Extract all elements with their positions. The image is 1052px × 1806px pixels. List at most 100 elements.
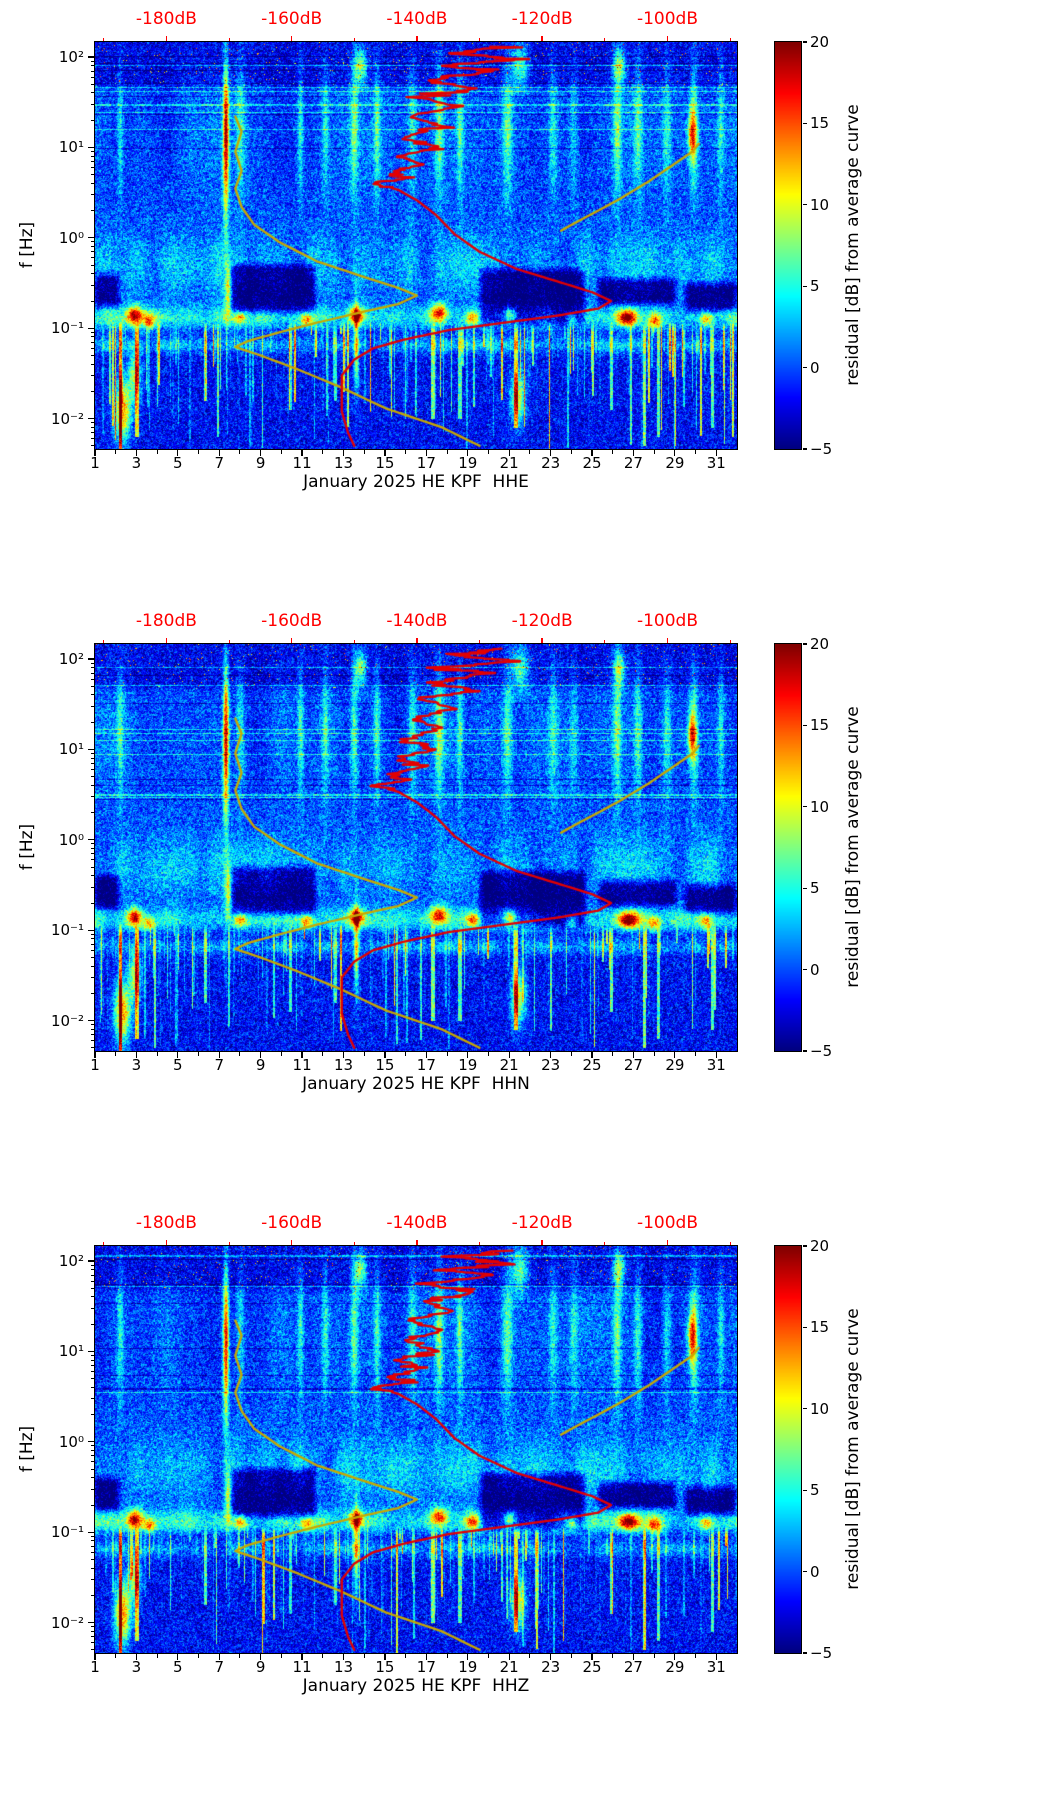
x-minor-tick: [239, 1654, 241, 1658]
colorbar-tick: [803, 1245, 807, 1247]
colorbar-tick: [803, 724, 807, 726]
top-axis-minor-tick: [479, 1242, 481, 1245]
colorbar-tick: [803, 285, 807, 287]
x-tick-label: 9: [255, 454, 266, 472]
x-tick-label: 3: [131, 1658, 142, 1676]
y-minor-tick: [91, 1488, 94, 1490]
x-tick-label: 27: [623, 1056, 643, 1074]
y-tick: [88, 237, 94, 239]
y-tick-label: 10⁻²: [50, 1011, 84, 1030]
x-tick: [425, 1052, 427, 1058]
y-axis-label: f [Hz]: [17, 823, 37, 871]
x-tick-label: 5: [173, 454, 183, 472]
x-tick-label: 23: [541, 1056, 561, 1074]
top-axis-db-label: -140dB: [386, 1213, 448, 1233]
x-tick-label: 25: [582, 1658, 602, 1676]
x-tick: [467, 450, 469, 456]
top-axis-db-label: -100dB: [636, 9, 698, 29]
x-tick: [591, 450, 593, 456]
y-minor-tick: [91, 943, 94, 945]
y-minor-tick: [91, 1567, 94, 1569]
x-tick: [384, 450, 386, 456]
x-tick-label: 9: [255, 1658, 266, 1676]
x-tick: [715, 1654, 717, 1660]
y-tick-label: 10⁰: [58, 830, 84, 849]
colorbar-tick-label: 0: [810, 358, 820, 377]
x-tick: [632, 1654, 635, 1660]
x-tick: [94, 1654, 96, 1660]
colorbar-tick-label: 10: [810, 797, 830, 816]
y-minor-tick: [91, 347, 94, 349]
x-minor-tick: [529, 1052, 531, 1056]
y-minor-tick: [91, 976, 94, 978]
y-minor-tick: [91, 1269, 94, 1271]
x-tick: [135, 450, 137, 456]
colorbar-tick-label: 20: [810, 1237, 830, 1255]
y-minor-tick: [91, 374, 94, 376]
x-tick-label: 13: [333, 454, 354, 472]
x-minor-tick: [487, 450, 489, 454]
x-tick-label: 21: [499, 1658, 519, 1676]
x-tick-label: 13: [333, 1056, 354, 1074]
x-tick: [715, 1052, 717, 1058]
x-minor-tick: [280, 450, 282, 454]
y-minor-tick: [91, 1626, 94, 1628]
x-tick: [94, 1052, 96, 1058]
y-minor-tick: [91, 1636, 94, 1638]
x-minor-tick: [529, 1654, 531, 1658]
y-tick: [88, 929, 94, 931]
top-axis-minor-tick: [228, 38, 230, 41]
y-minor-tick: [91, 1024, 94, 1026]
y-minor-tick: [91, 875, 94, 877]
x-tick-label: 31: [706, 1658, 726, 1676]
colorbar-tick-label: −5: [810, 1644, 833, 1662]
top-axis-db-label: -100dB: [636, 611, 698, 631]
x-tick-label: 7: [214, 1658, 225, 1676]
colorbar-tick: [803, 367, 807, 369]
y-minor-tick: [91, 426, 94, 428]
x-tick-label: 3: [131, 1056, 142, 1074]
x-minor-tick: [156, 1654, 158, 1658]
y-tick: [88, 1531, 94, 1533]
y-minor-tick: [91, 1445, 94, 1447]
x-tick: [301, 1052, 303, 1058]
y-minor-tick: [91, 1558, 94, 1560]
y-minor-tick: [91, 848, 94, 850]
y-minor-tick: [91, 1280, 94, 1282]
colorbar-tick-label: 20: [810, 33, 830, 51]
y-minor-tick: [91, 1455, 94, 1457]
x-tick: [384, 1654, 386, 1660]
top-axis-db-label: -140dB: [386, 611, 448, 631]
x-tick-label: 1: [90, 1056, 100, 1074]
x-minor-tick: [156, 450, 158, 454]
y-tick-label: 10¹: [58, 1342, 84, 1361]
y-minor-tick: [91, 65, 94, 67]
y-minor-tick: [91, 705, 94, 707]
y-minor-tick: [91, 757, 94, 759]
x-axis-label: January 2025 HE KPF HHN: [302, 1074, 530, 1094]
x-tick: [674, 1654, 676, 1660]
y-minor-tick: [91, 174, 94, 176]
y-minor-tick: [91, 160, 94, 162]
x-tick: [591, 1052, 593, 1058]
y-minor-tick: [91, 422, 94, 424]
x-tick-label: 5: [173, 1056, 183, 1074]
colorbar-tick-label: 10: [810, 195, 830, 214]
spectrogram-plot: [94, 1245, 738, 1654]
y-minor-tick: [91, 1355, 94, 1357]
y-tick-label: 10²: [58, 48, 84, 66]
x-tick-label: 17: [416, 454, 436, 472]
x-tick-label: 21: [499, 454, 519, 472]
y-minor-tick: [91, 1386, 94, 1388]
top-axis-db-label: -180dB: [135, 9, 197, 29]
y-minor-tick: [91, 119, 94, 121]
spectrogram-panel-hhn: f [Hz] January 2025 HE KPF HHN residual …: [0, 602, 1052, 1204]
x-minor-tick: [322, 1654, 324, 1658]
colorbar-tick: [803, 1326, 807, 1328]
colorbar-tick-label: −5: [810, 1042, 833, 1060]
top-axis-db-label: -180dB: [135, 1213, 197, 1233]
x-tick-label: 23: [541, 1658, 561, 1676]
x-axis-label: January 2025 HE KPF HHE: [303, 472, 529, 492]
x-tick: [135, 1654, 137, 1660]
x-tick-label: 31: [706, 1056, 726, 1074]
